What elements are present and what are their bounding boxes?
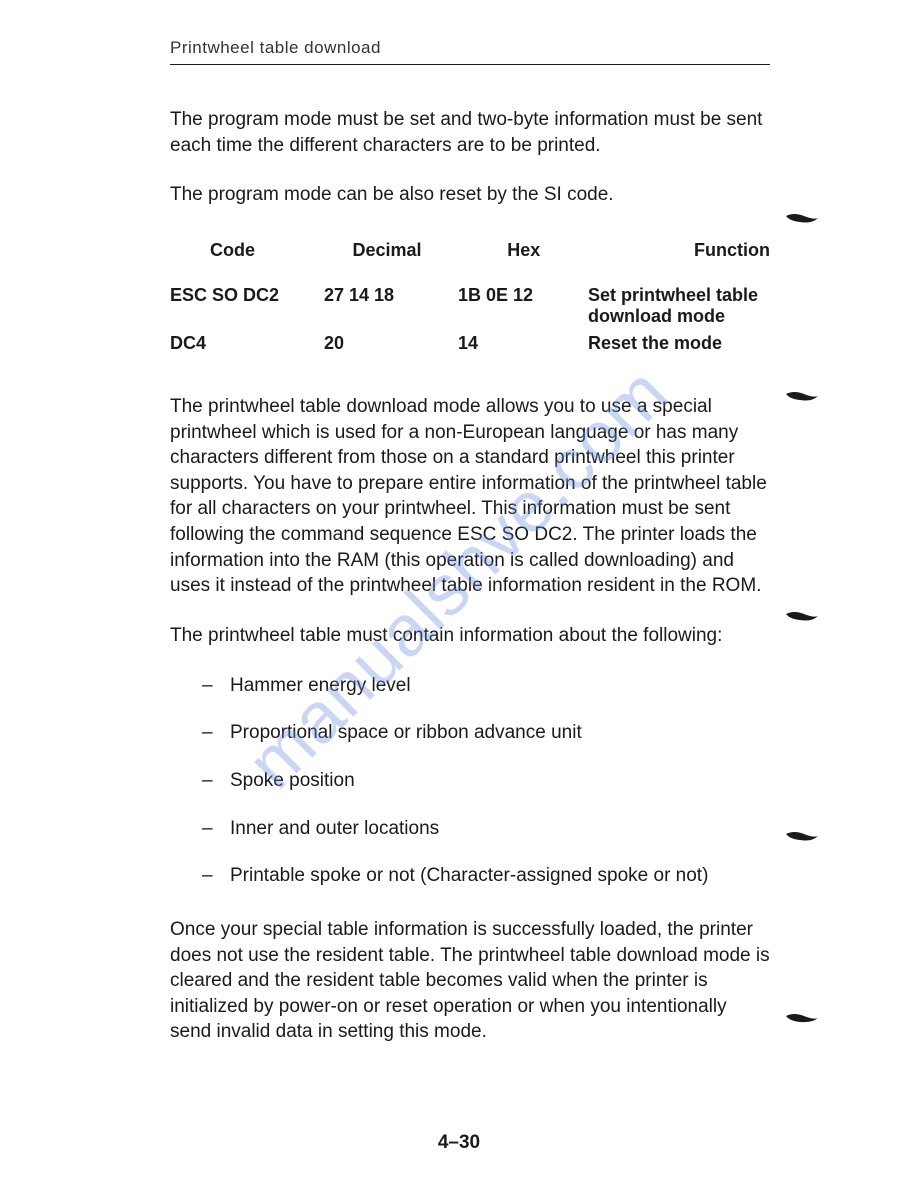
list-item: Hammer energy level bbox=[170, 673, 798, 699]
th-function: Function bbox=[634, 240, 770, 261]
td-decimal: 27 14 18 bbox=[310, 285, 454, 306]
paragraph-1: The program mode must be set and two-byt… bbox=[170, 107, 770, 158]
scan-tick-icon bbox=[784, 830, 820, 844]
bullet-list: Hammer energy level Proportional space o… bbox=[170, 673, 798, 889]
th-code: Code bbox=[170, 240, 347, 261]
list-item: Inner and outer locations bbox=[170, 816, 798, 842]
th-decimal: Decimal bbox=[347, 240, 480, 261]
td-hex: 14 bbox=[454, 333, 588, 354]
code-table: Code Decimal Hex Function ESC SO DC2 27 … bbox=[170, 240, 770, 354]
list-item: Printable spoke or not (Character-assign… bbox=[170, 863, 798, 889]
th-hex: Hex bbox=[479, 240, 634, 261]
table-row: DC4 20 14 Reset the mode bbox=[170, 333, 770, 354]
scan-tick-icon bbox=[784, 1011, 820, 1025]
paragraph-4: The printwheel table must contain inform… bbox=[170, 623, 770, 649]
paragraph-2: The program mode can be also reset by th… bbox=[170, 182, 770, 208]
scan-tick-icon bbox=[784, 610, 820, 624]
scan-tick-icon bbox=[784, 212, 820, 226]
scan-tick-icon bbox=[784, 390, 820, 404]
td-decimal: 20 bbox=[310, 333, 454, 354]
paragraph-3: The printwheel table download mode allow… bbox=[170, 394, 770, 599]
td-hex: 1B 0E 12 bbox=[454, 285, 588, 306]
page-header: Printwheel table download bbox=[170, 38, 770, 65]
td-function: Reset the mode bbox=[588, 333, 770, 354]
list-item: Spoke position bbox=[170, 768, 798, 794]
document-page: Printwheel table download The program mo… bbox=[0, 0, 918, 1188]
td-code: ESC SO DC2 bbox=[170, 285, 310, 306]
td-code: DC4 bbox=[170, 333, 310, 354]
table-row: ESC SO DC2 27 14 18 1B 0E 12 Set printwh… bbox=[170, 285, 770, 327]
td-function: Set printwheel table download mode bbox=[588, 285, 770, 327]
page-number: 4–30 bbox=[0, 1132, 918, 1154]
paragraph-5: Once your special table information is s… bbox=[170, 917, 770, 1045]
list-item: Proportional space or ribbon advance uni… bbox=[170, 720, 798, 746]
table-header-row: Code Decimal Hex Function bbox=[170, 240, 770, 261]
